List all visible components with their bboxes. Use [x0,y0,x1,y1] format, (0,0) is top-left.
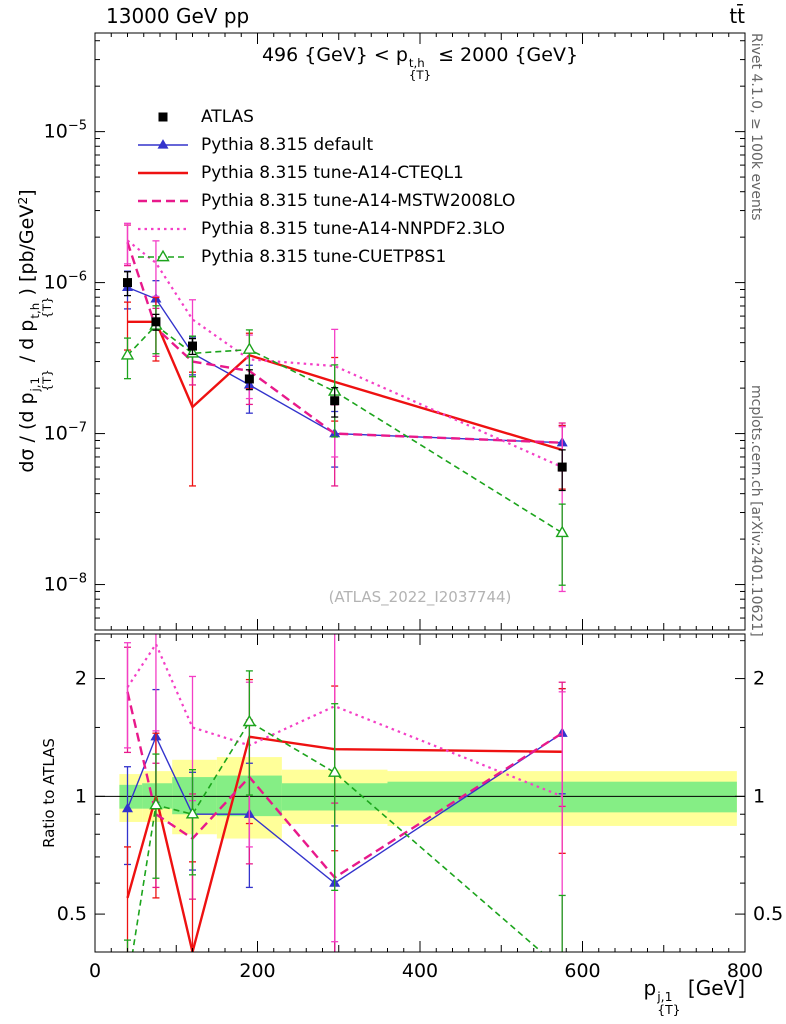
legend-item-2: Pythia 8.315 tune-A14-CTEQL1 [135,159,515,187]
main-y-axis-label: dσ / (d p j,1 {T} / d p t,h {T}) [pb/GeV2] [16,189,55,473]
legend-sample-icon [138,171,188,175]
legend-sample-icon [158,112,168,122]
pt-supsub: t,h {T} [408,55,432,83]
tick-label: 0.5 [753,903,783,925]
annotation-text: 496 {GeV} < p [261,44,408,66]
legend-sample-icon [138,227,188,231]
data-point [151,317,161,327]
data-point [327,765,342,777]
tick-label: 1 [75,785,87,807]
legend-label: Pythia 8.315 tune-A14-CTEQL1 [201,163,464,183]
data-point [122,979,133,989]
data-point [156,249,170,262]
process-label: tt̄ [729,4,745,28]
legend-label: Pythia 8.315 tune-CUETP8S1 [201,247,447,267]
x-axis-label: p j,1 {T} [GeV] [643,976,746,1018]
green-band [172,777,217,815]
legend-item-5: Pythia 8.315 tune-CUETP8S1 [135,243,515,271]
tick-label: 400 [402,960,438,982]
ratio-series-2 [124,678,566,952]
series-line [126,324,563,534]
tick-label: 200 [239,960,275,982]
pt-th-supsub: t,h {T} [28,296,55,319]
tick-label: 10−6 [44,270,87,294]
data-point [555,525,569,538]
legend-sample-icon [138,249,188,262]
tick-label: 800 [727,960,763,982]
tick-label: 1 [753,785,765,807]
tick-label: 10−7 [44,421,87,445]
tick-label: 2 [75,668,87,690]
legend-label: Pythia 8.315 default [201,135,374,155]
data-point [185,806,200,819]
series-line [127,320,563,452]
beam-energy-title: 13000 GeV pp [106,4,250,28]
tick-label: 0.5 [57,903,87,925]
mcplots-reference-note: mcplots.cern.ch [arXiv:2401.10621] [748,385,764,637]
data-point [557,462,567,472]
tick-label: 2 [753,668,765,690]
tick-label: 600 [564,960,600,982]
data-point [330,396,340,406]
pt-j1-supsub: j,1 {T} [28,369,55,392]
main-series-1 [122,270,568,468]
series-line [126,735,563,952]
rivet-version-note: Rivet 4.1.0, ≥ 100k events [748,33,764,221]
series-line [126,732,563,884]
data-point [242,714,257,727]
main-series-4 [124,222,566,593]
data-point [122,802,133,813]
data-point [158,112,168,122]
data-point [123,278,132,288]
data-point [157,139,169,149]
uncertainty-bands [119,757,737,839]
legend-item-4: Pythia 8.315 tune-A14-NNPDF2.3LO [135,215,515,243]
tick-label: 10−8 [44,572,87,596]
ratio-y-axis-label: Ratio to ATLAS [40,738,58,848]
data-point [188,341,197,351]
legend-label: Pythia 8.315 tune-A14-NNPDF2.3LO [201,219,506,239]
data-point [149,797,163,810]
data-point [120,347,135,360]
ratio-series-5 [122,670,566,989]
tick-label: 10−5 [44,119,87,143]
series-line [131,720,543,952]
main-series-0 [123,271,567,492]
analysis-watermark: (ATLAS_2022_I2037744) [328,588,512,606]
series-line [126,239,563,469]
tick-label: 0 [89,960,101,982]
legend-label: Pythia 8.315 tune-A14-MSTW2008LO [201,191,516,211]
data-point [244,374,254,384]
legend-item-1: Pythia 8.315 default [135,131,515,159]
pt-j1-supsub: j,1 {T} [657,989,681,1018]
legend-sample-icon [138,139,188,149]
legend-item-0: ATLAS [135,103,515,131]
tick-labels: 0 200 400 600 800 10−5 10−6 10−7 10−8 0.5 0.5 1 1 2 2 [44,119,784,982]
series-line [126,691,563,880]
data-point [242,342,257,354]
legend-item-3: Pythia 8.315 tune-A14-MSTW2008LO [135,187,515,215]
series-line [126,241,563,444]
legend: ATLAS Pythia 8.315 default Pythia 8.315 tu… [135,103,515,271]
selection-annotation: 496 {GeV} < p t,h {T} ≤ 2000 {GeV} [261,44,579,83]
legend-sample-icon [138,199,188,203]
main-series-2 [124,296,566,490]
legend-label: ATLAS [201,107,254,127]
axes-frame [94,32,746,953]
